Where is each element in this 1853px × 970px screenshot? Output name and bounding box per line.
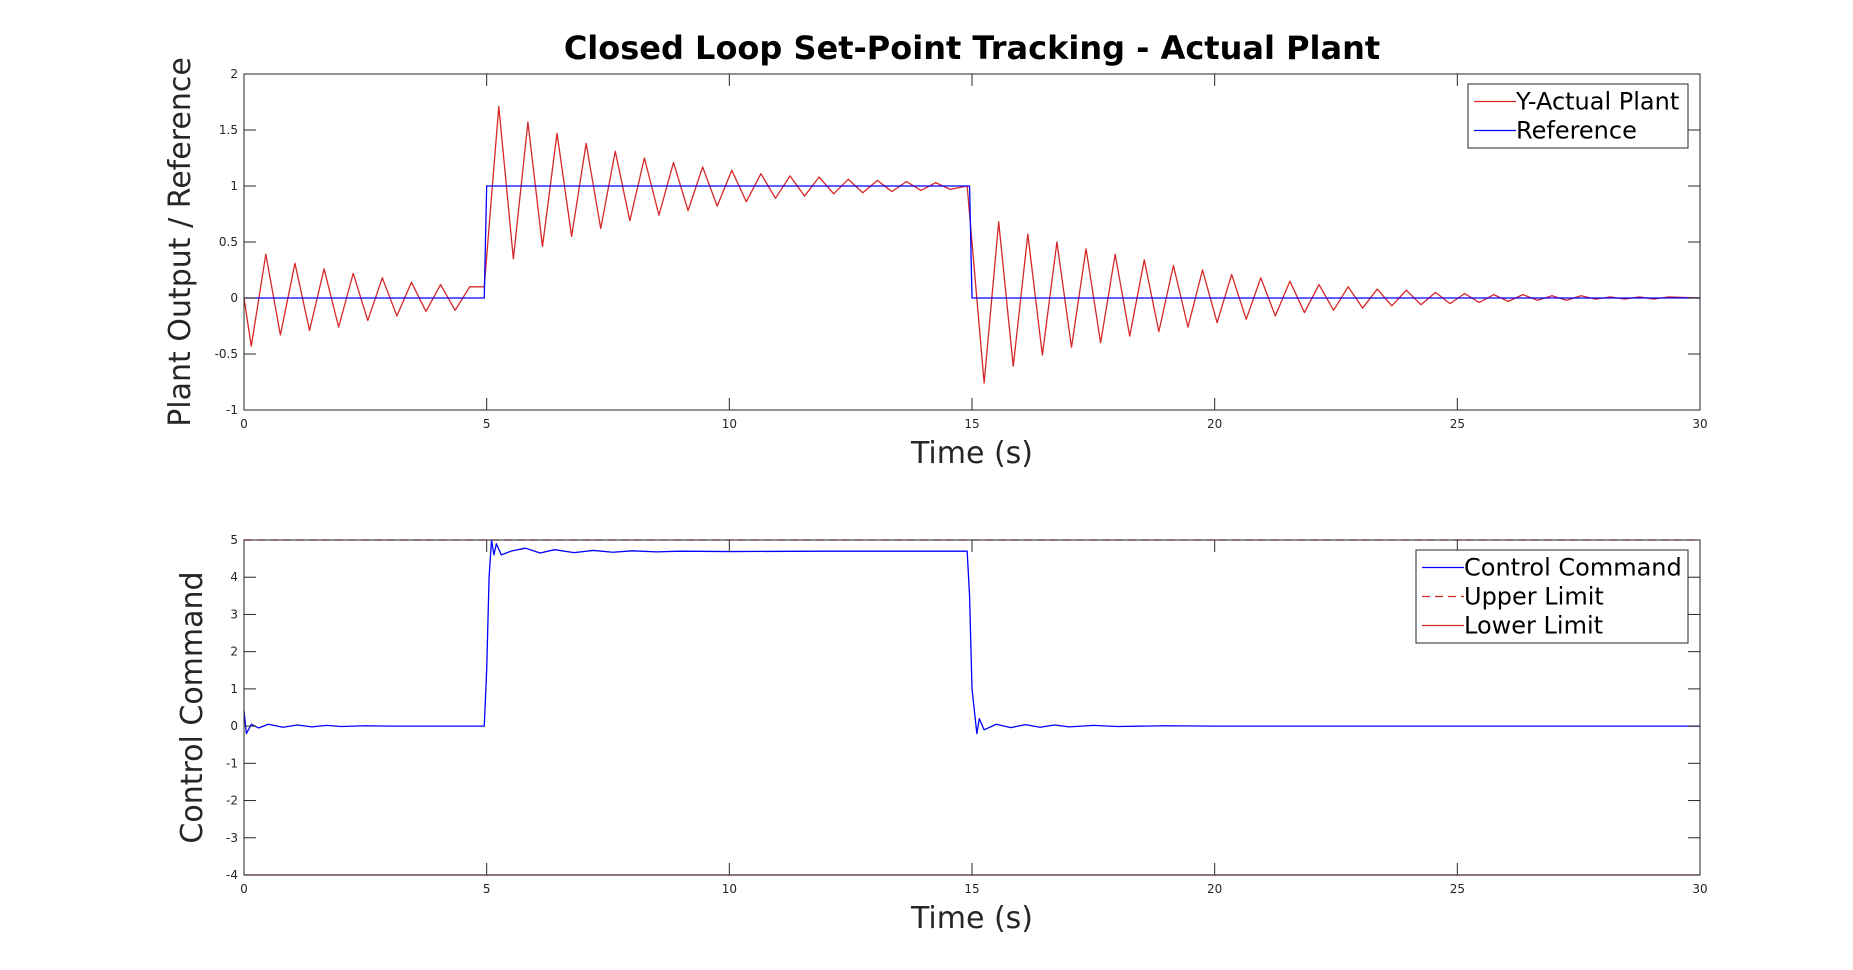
legend-label-lower-limit: Lower Limit <box>1464 612 1603 640</box>
x-tick-label: 30 <box>1692 417 1707 431</box>
y-tick-label: 1 <box>230 682 238 696</box>
y-tick-label: 0 <box>230 719 238 733</box>
series-line-control-command <box>243 539 1700 735</box>
y-tick-label: 5 <box>230 533 238 547</box>
x-tick-label: 10 <box>722 882 737 896</box>
y-tick-label: -1 <box>226 403 238 417</box>
x-tick-label: 5 <box>483 882 491 896</box>
series-group <box>243 105 1701 384</box>
x-tick-label: 15 <box>964 417 979 431</box>
legend-label-control-command: Control Command <box>1464 554 1682 582</box>
x-tick-label: 25 <box>1450 417 1465 431</box>
x-tick-label: 15 <box>964 882 979 896</box>
x-tick-label: 0 <box>240 882 248 896</box>
x-tick-label: 5 <box>483 417 491 431</box>
y-tick-label: -4 <box>226 868 238 882</box>
x-tick-label: 20 <box>1207 882 1222 896</box>
legend-label-reference: Reference <box>1516 117 1637 145</box>
series-line-reference <box>244 185 1700 299</box>
x-tick-label: 20 <box>1207 417 1222 431</box>
legend-box <box>1467 83 1689 149</box>
legend-label-y-actual-plant: Y-Actual Plant <box>1515 88 1679 116</box>
y-tick-label: 1 <box>230 179 238 193</box>
x-tick-label: 30 <box>1692 882 1707 896</box>
y-tick-label: 0 <box>230 291 238 305</box>
y-tick-label: 1.5 <box>219 123 238 137</box>
y-tick-label: 2 <box>230 645 238 659</box>
y-tick-label: -1 <box>226 756 238 770</box>
x-tick-label: 0 <box>240 417 248 431</box>
y-tick-label: -3 <box>226 831 238 845</box>
y-tick-label: 3 <box>230 607 238 621</box>
bottom-subplot: 0 5 10 15 20 25 30 -4 -3 -2 -1 0 1 2 3 4 5 Time (s) Contro… <box>175 533 1708 936</box>
y-tick-label: 4 <box>230 570 238 584</box>
x-tick-label: 10 <box>722 417 737 431</box>
y-tick-label: -0.5 <box>215 347 238 361</box>
x-axis-label: Time (s) <box>910 901 1033 936</box>
y-tick-label: -2 <box>226 794 238 808</box>
x-axis-label: Time (s) <box>910 436 1033 471</box>
y-axis-label: Control Command <box>175 571 210 843</box>
top-subplot: 0 5 10 15 20 25 30 -1 -0.5 0 0.5 1 1.5 2 Closed Loop S… <box>163 29 1708 471</box>
legend-label-upper-limit: Upper Limit <box>1464 583 1604 611</box>
chart-title: Closed Loop Set-Point Tracking - Actual … <box>564 29 1380 67</box>
y-tick-label: 2 <box>230 67 238 81</box>
y-axis-label: Plant Output / Reference <box>163 57 198 427</box>
x-tick-label: 25 <box>1450 882 1465 896</box>
y-tick-label: 0.5 <box>219 235 238 249</box>
